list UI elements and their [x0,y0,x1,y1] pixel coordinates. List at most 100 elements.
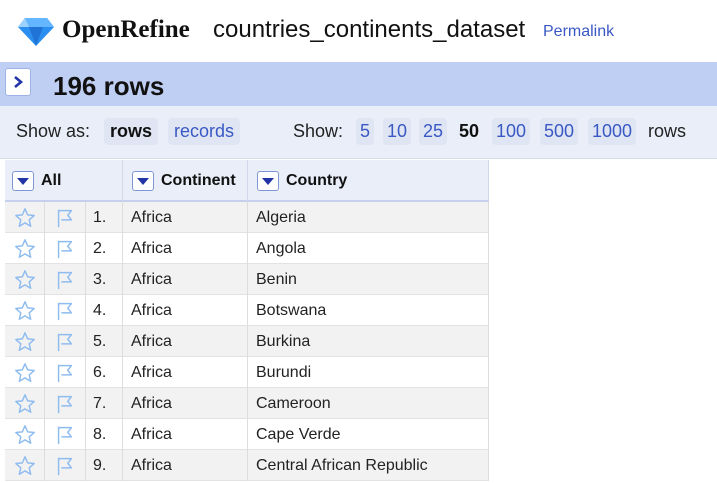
flag-cell [45,357,86,388]
page-size-100[interactable]: 100 [492,118,531,145]
flag-icon[interactable] [54,362,76,384]
flag-icon[interactable] [54,393,76,415]
toggle-left-panel-button[interactable] [5,68,31,96]
column-header-country: Country [248,160,489,202]
star-icon[interactable] [14,362,36,384]
table-row: 9. Africa Central African Republic [5,450,489,481]
project-name[interactable]: countries_continents_dataset [213,16,526,43]
flag-icon[interactable] [54,300,76,322]
continent-cell[interactable]: Africa [123,202,248,233]
row-index: 1. [86,202,123,233]
flag-icon[interactable] [54,455,76,477]
view-bar: Show as: rows records Show: 5 10 25 50 1… [0,106,717,159]
continent-cell[interactable]: Africa [123,295,248,326]
star-icon[interactable] [14,300,36,322]
star-cell [5,388,45,419]
star-icon[interactable] [14,424,36,446]
mode-rows-button[interactable]: rows [104,118,159,145]
table-row: 5. Africa Burkina [5,326,489,357]
continent-cell[interactable]: Africa [123,388,248,419]
flag-cell [45,388,86,419]
summary-bar [0,62,717,106]
page-size-25[interactable]: 25 [419,118,448,145]
continent-column-menu-button[interactable] [132,171,154,191]
page-size-1000[interactable]: 1000 [588,118,637,145]
table-row: 7. Africa Cameroon [5,388,489,419]
data-grid: All Continent Country 1. Africa Algeria 2. A… [5,160,489,481]
continent-cell[interactable]: Africa [123,357,248,388]
star-icon[interactable] [14,331,36,353]
page-size-50[interactable]: 50 [459,121,480,141]
star-cell [5,295,45,326]
country-cell[interactable]: Botswana [248,295,489,326]
flag-icon[interactable] [54,207,76,229]
table-row: 2. Africa Angola [5,233,489,264]
country-cell[interactable]: Benin [248,264,489,295]
app-header: OpenRefine countries_continents_dataset … [0,0,717,62]
flag-cell [45,419,86,450]
country-cell[interactable]: Cameroon [248,388,489,419]
star-cell [5,326,45,357]
star-cell [5,450,45,481]
star-icon[interactable] [14,207,36,229]
page-size-500[interactable]: 500 [540,118,579,145]
row-index: 7. [86,388,123,419]
row-index: 2. [86,233,123,264]
grid-header: All Continent Country [5,160,489,202]
triangle-down-icon [137,177,149,185]
all-column-menu-button[interactable] [12,171,34,191]
flag-icon[interactable] [54,424,76,446]
row-index: 6. [86,357,123,388]
permalink-link[interactable]: Permalink [543,23,615,40]
column-header-all: All [5,160,123,202]
continent-cell[interactable]: Africa [123,419,248,450]
star-icon[interactable] [14,269,36,291]
flag-icon[interactable] [54,238,76,260]
country-cell[interactable]: Burundi [248,357,489,388]
continent-cell[interactable]: Africa [123,233,248,264]
rows-suffix-label: rows [648,121,687,141]
column-header-continent: Continent [123,160,248,202]
continent-cell[interactable]: Africa [123,326,248,357]
show-label: Show: [293,121,344,141]
row-index: 5. [86,326,123,357]
table-row: 4. Africa Botswana [5,295,489,326]
flag-cell [45,233,86,264]
star-cell [5,233,45,264]
show-as-label: Show as: [16,121,91,141]
country-cell[interactable]: Cape Verde [248,419,489,450]
flag-icon[interactable] [54,269,76,291]
column-label: Country [286,172,348,189]
page-size-5[interactable]: 5 [356,118,375,145]
continent-cell[interactable]: Africa [123,450,248,481]
flag-cell [45,202,86,233]
row-count: 196 rows [53,71,165,101]
country-cell[interactable]: Algeria [248,202,489,233]
country-cell[interactable]: Burkina [248,326,489,357]
triangle-down-icon [17,177,29,185]
table-row: 3. Africa Benin [5,264,489,295]
star-cell [5,202,45,233]
column-label: Continent [161,172,236,189]
flag-cell [45,450,86,481]
country-cell[interactable]: Central African Republic [248,450,489,481]
country-column-menu-button[interactable] [257,171,279,191]
app-brand[interactable]: OpenRefine [62,16,190,43]
row-index: 4. [86,295,123,326]
flag-cell [45,295,86,326]
flag-cell [45,264,86,295]
flag-cell [45,326,86,357]
triangle-down-icon [262,177,274,185]
table-row: 8. Africa Cape Verde [5,419,489,450]
flag-icon[interactable] [54,331,76,353]
mode-records-button[interactable]: records [168,118,241,145]
star-cell [5,357,45,388]
grid-body: 1. Africa Algeria 2. Africa Angola 3. Africa Ben… [5,202,489,481]
continent-cell[interactable]: Africa [123,264,248,295]
star-icon[interactable] [14,238,36,260]
country-cell[interactable]: Angola [248,233,489,264]
star-icon[interactable] [14,455,36,477]
page-size-10[interactable]: 10 [383,118,412,145]
star-icon[interactable] [14,393,36,415]
chevron-right-icon [14,76,24,88]
